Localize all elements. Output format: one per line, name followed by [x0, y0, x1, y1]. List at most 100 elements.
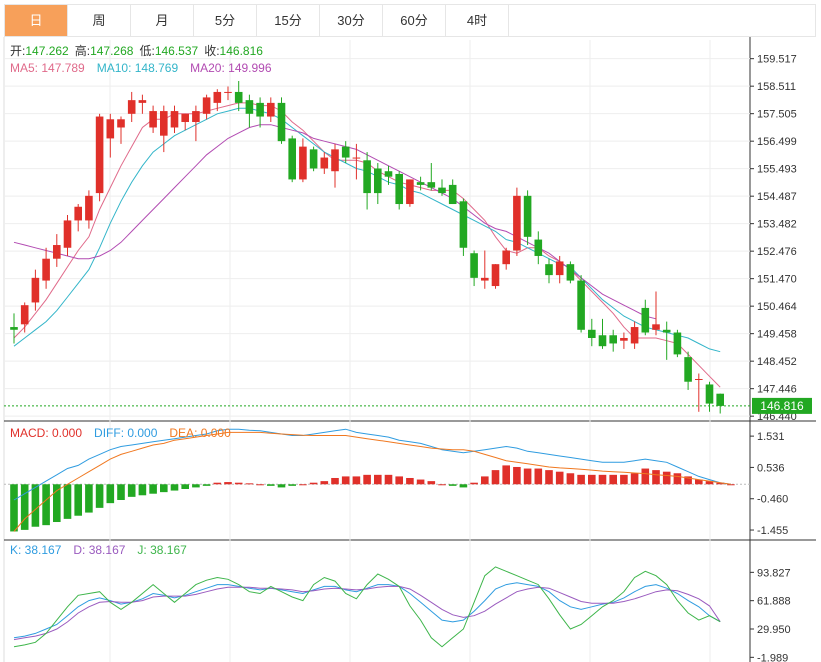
- candle-body: [277, 102, 286, 142]
- price-tick-label: 146.440: [757, 411, 797, 423]
- tab-2[interactable]: 月: [131, 5, 194, 36]
- candle-body: [10, 327, 18, 330]
- macd-bar: [448, 484, 457, 486]
- candle-body: [555, 261, 564, 276]
- macd-bar: [202, 484, 211, 486]
- candle-body: [117, 119, 125, 128]
- macd-bar: [63, 484, 72, 519]
- macd-bar: [127, 484, 136, 497]
- ma-values: MA5: 147.789 MA10: 148.769 MA20: 149.996: [10, 61, 272, 75]
- macd-legend-item-2: DEA: 0.000: [169, 426, 231, 440]
- candle-body: [106, 119, 115, 139]
- candle-body: [652, 324, 660, 330]
- candle-body: [470, 253, 478, 278]
- candle-body: [53, 245, 61, 259]
- macd-bar: [705, 481, 714, 485]
- price-axis: 159.517 158.511 157.505 156.499 155.493 154.4…: [750, 54, 797, 423]
- macd-bar: [566, 473, 575, 485]
- macd-bar: [695, 479, 703, 485]
- candle-body: [299, 146, 307, 180]
- tab-1[interactable]: 周: [68, 5, 131, 36]
- macd-bar: [10, 484, 18, 532]
- tab-7[interactable]: 4时: [446, 5, 509, 36]
- ma5-line: [13, 102, 721, 388]
- macd-bar: [181, 484, 189, 489]
- macd-bar: [727, 484, 735, 486]
- candle-body: [341, 146, 350, 158]
- candle-body: [641, 307, 650, 333]
- kdj-tick-label: 93.827: [757, 567, 791, 579]
- candle-body: [395, 173, 403, 205]
- kdj-values: K: 38.167 D: 38.167 J: 38.167: [10, 543, 187, 557]
- price-tick-label: 152.476: [757, 246, 797, 258]
- candle-body: [363, 160, 371, 194]
- macd-bar: [416, 479, 425, 485]
- candle-body: [609, 335, 617, 344]
- candle-body: [459, 201, 468, 248]
- macd-bar: [684, 476, 692, 485]
- tab-6[interactable]: 60分: [383, 5, 446, 36]
- macd-bar: [95, 484, 104, 508]
- price-tick-label: 157.505: [757, 109, 797, 121]
- ma-legend-item-0: MA5: 147.789: [10, 61, 85, 75]
- candle-body: [31, 277, 40, 303]
- candle-body: [245, 100, 254, 114]
- macd-bar: [459, 484, 468, 488]
- macd-bar: [673, 473, 682, 485]
- macd-bar: [74, 484, 82, 516]
- macd-bar: [470, 482, 478, 485]
- macd-bar: [53, 484, 61, 523]
- candle-body: [224, 91, 232, 93]
- ohlc-header: 开:147.262 高:147.268 低:146.537 收:146.816: [10, 43, 263, 58]
- macd-bar: [716, 482, 724, 485]
- candle-body: [427, 182, 436, 188]
- candlesticks: [10, 81, 724, 414]
- ohlc-value-2: 146.537: [155, 44, 199, 58]
- macd-bar: [149, 484, 157, 494]
- candle-body: [566, 264, 575, 281]
- macd-tick-label: -1.455: [757, 525, 788, 537]
- macd-bar: [620, 474, 628, 485]
- macd-bar: [384, 474, 393, 485]
- macd-bar: [213, 482, 222, 485]
- candle-body: [588, 329, 596, 338]
- macd-bar: [662, 471, 671, 485]
- candle-body: [406, 179, 414, 205]
- macd-bar: [331, 477, 339, 485]
- macd-values: MACD: 0.000 DIFF: 0.000 DEA: 0.000: [10, 426, 231, 440]
- macd-bar: [160, 484, 168, 493]
- candle-body: [63, 220, 72, 248]
- candle-body: [149, 111, 157, 128]
- tab-0[interactable]: 日: [5, 5, 68, 36]
- ohlc-value-1: 147.268: [90, 44, 134, 58]
- macd-bar: [138, 484, 147, 496]
- macd-bar: [641, 468, 650, 485]
- macd-bar: [406, 477, 414, 485]
- candle-body: [438, 187, 446, 194]
- tab-4[interactable]: 15分: [257, 5, 320, 36]
- candle-body: [673, 332, 682, 355]
- ma-legend-item-1: MA10: 148.769: [97, 61, 179, 75]
- ma-legend: MA5: 147.789 MA10: 148.769 MA20: 149.996: [10, 61, 272, 75]
- candle-body: [684, 357, 692, 382]
- macd-bar: [395, 476, 403, 485]
- candle-body: [256, 102, 264, 117]
- macd-bar: [341, 476, 350, 485]
- price-tick-label: 150.464: [757, 301, 797, 313]
- grid-lines: [4, 40, 750, 662]
- candle-body: [545, 264, 553, 276]
- kdj-tick-label: 29.950: [757, 624, 791, 636]
- candle-body: [234, 91, 243, 103]
- candle-body: [309, 149, 318, 169]
- macd-bar: [502, 465, 510, 485]
- price-tick-label: 156.499: [757, 136, 797, 148]
- kdj-legend-item-2: J: 38.167: [137, 543, 187, 557]
- price-tick-label: 155.493: [757, 164, 797, 176]
- candle-body: [42, 258, 50, 281]
- tab-5[interactable]: 30分: [320, 5, 383, 36]
- timeframe-tabs: 日周月 5分 15分 30分 60分 4时: [4, 4, 816, 37]
- ohlc-label-0: 开:: [10, 44, 25, 58]
- tab-3[interactable]: 5分: [194, 5, 257, 36]
- candle-body: [481, 277, 489, 281]
- price-tick-label: 151.470: [757, 274, 797, 286]
